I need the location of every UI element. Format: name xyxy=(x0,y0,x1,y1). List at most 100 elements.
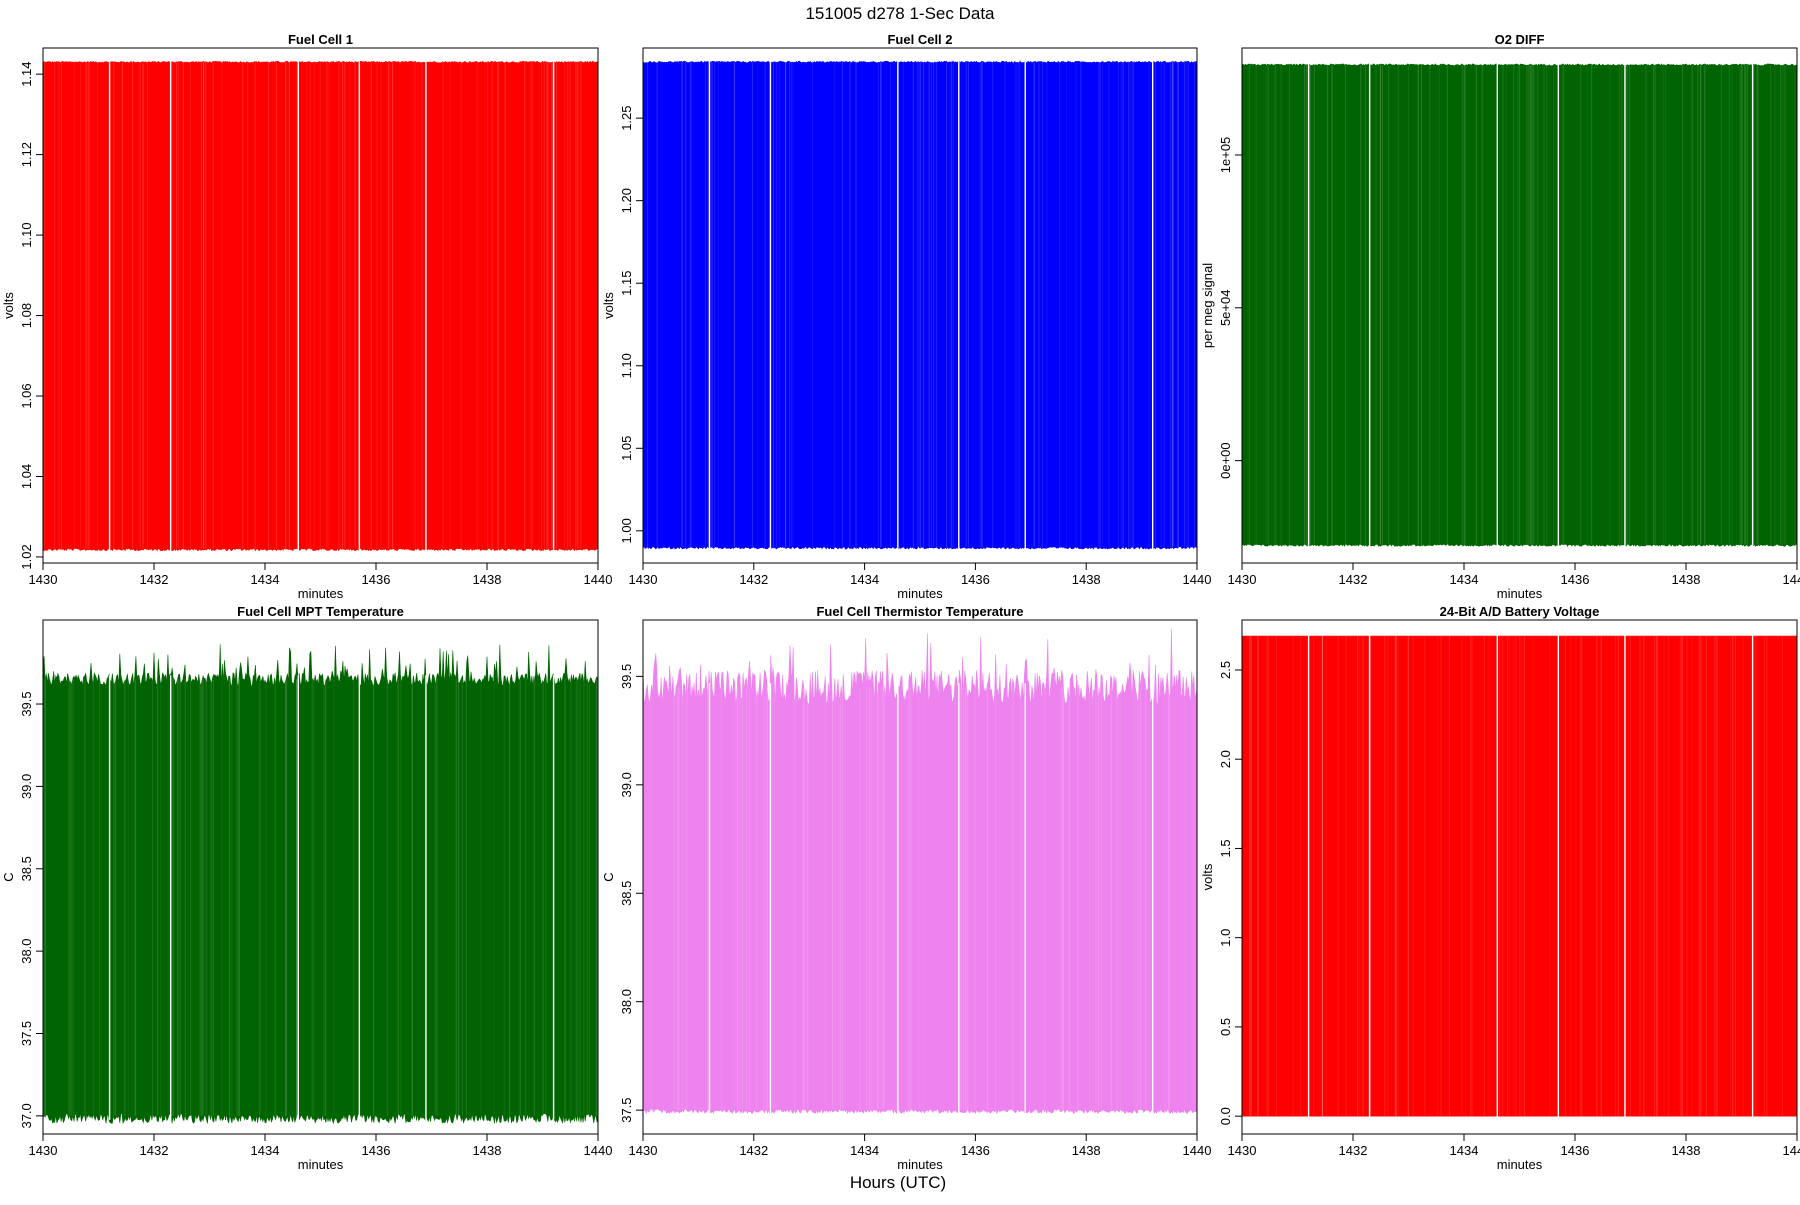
y-axis-fuel-cell-1: 1.02 1.04 1.06 1.08 1.10 1.12 1.14 xyxy=(19,61,43,570)
plot-frame-fuel-cell-thermistor-temperature xyxy=(642,619,1198,1135)
y-tick-label: 39.5 xyxy=(619,664,634,689)
series-texture-24-bit-a-d-battery-voltage xyxy=(1249,636,1783,1117)
x-tick-label: 1440 xyxy=(584,1143,613,1158)
x-tick-label: 1438 xyxy=(473,1143,502,1158)
x-tick-label: 1430 xyxy=(629,572,658,587)
x-axis-label-o2-diff: minutes xyxy=(1497,586,1543,601)
y-axis-label-fuel-cell-2: volts xyxy=(601,292,616,319)
plot-frame-24-bit-a-d-battery-voltage xyxy=(1241,619,1798,1135)
y-tick-label: 1.05 xyxy=(619,436,634,461)
y-tick-label: 38.0 xyxy=(619,989,634,1014)
panels: Fuel Cell 1 1430 1432 1434 1436 1438 1440 minut… xyxy=(1,32,1800,1172)
figure-title: 151005 d278 1-Sec Data xyxy=(805,4,995,23)
y-tick-label: 1.14 xyxy=(19,61,34,86)
x-tick-label: 1436 xyxy=(1561,572,1590,587)
panel-fuel-cell-thermistor-temperature: Fuel Cell Thermistor Temperature 1430 1432… xyxy=(601,604,1211,1172)
y-tick-label: 2.5 xyxy=(1218,661,1233,679)
x-axis-label-24-bit-a-d-battery-voltage: minutes xyxy=(1497,1157,1543,1172)
x-tick-label: 1432 xyxy=(1339,572,1368,587)
data-series-fuel-cell-thermistor-temperature xyxy=(642,628,1198,1115)
y-tick-label: 0.5 xyxy=(1218,1018,1233,1036)
x-axis-fuel-cell-thermistor-temperature: 1430 1432 1434 1436 1438 1440 xyxy=(629,1134,1212,1158)
x-tick-label: 1438 xyxy=(1672,1143,1701,1158)
x-tick-label: 1440 xyxy=(1183,572,1212,587)
series-texture-fuel-cell-1 xyxy=(44,62,582,549)
x-tick-label: 1434 xyxy=(251,1143,280,1158)
data-series-fuel-cell-2 xyxy=(642,60,1198,550)
y-tick-label: 39.5 xyxy=(19,691,34,716)
x-tick-label: 1434 xyxy=(850,572,879,587)
plot-frame-o2-diff xyxy=(1241,47,1798,564)
x-tick-label: 1432 xyxy=(1339,1143,1368,1158)
x-tick-label: 1440 xyxy=(1183,1143,1212,1158)
y-tick-label: 1e+05 xyxy=(1218,137,1233,174)
y-tick-label: 1.06 xyxy=(19,383,34,408)
x-tick-label: 1432 xyxy=(140,572,169,587)
x-tick-label: 1430 xyxy=(629,1143,658,1158)
y-tick-label: 1.20 xyxy=(619,188,634,213)
y-tick-label: 1.02 xyxy=(19,544,34,569)
panel-24-bit-a-d-battery-voltage: 24-Bit A/D Battery Voltage 1430 1432 1434 14… xyxy=(1200,604,1800,1172)
x-tick-label: 1434 xyxy=(1450,1143,1479,1158)
y-tick-label: 37.0 xyxy=(19,1103,34,1128)
panel-title-fuel-cell-2: Fuel Cell 2 xyxy=(887,32,952,47)
x-tick-label: 1436 xyxy=(362,1143,391,1158)
x-tick-label: 1438 xyxy=(1672,572,1701,587)
x-axis-24-bit-a-d-battery-voltage: 1430 1432 1434 1436 1438 1440 xyxy=(1228,1134,1800,1158)
y-tick-label: 5e+04 xyxy=(1218,290,1233,327)
panel-title-fuel-cell-thermistor-temperature: Fuel Cell Thermistor Temperature xyxy=(816,604,1023,619)
panel-fuel-cell-2: Fuel Cell 2 1430 1432 1434 1436 1438 1440 minut… xyxy=(601,32,1211,601)
x-tick-label: 1430 xyxy=(1228,1143,1257,1158)
x-tick-label: 1430 xyxy=(1228,572,1257,587)
series-texture-fuel-cell-2 xyxy=(647,62,1196,548)
y-tick-label: 1.10 xyxy=(19,222,34,247)
y-axis-label-fuel-cell-1: volts xyxy=(1,292,16,319)
x-tick-label: 1434 xyxy=(251,572,280,587)
y-axis-fuel-cell-mpt-temperature: 37.0 37.5 38.0 38.5 39.0 39.5 xyxy=(19,691,43,1129)
y-axis-label-o2-diff: per meg signal xyxy=(1200,263,1215,348)
x-axis-fuel-cell-2: 1430 1432 1434 1436 1438 1440 xyxy=(629,563,1212,587)
y-axis-fuel-cell-2: 1.00 1.05 1.10 1.15 1.20 1.25 xyxy=(619,105,643,543)
x-tick-label: 1438 xyxy=(473,572,502,587)
x-tick-label: 1434 xyxy=(850,1143,879,1158)
x-tick-label: 1436 xyxy=(961,1143,990,1158)
y-tick-label: 1.08 xyxy=(19,303,34,328)
x-tick-label: 1436 xyxy=(362,572,391,587)
panel-title-24-bit-a-d-battery-voltage: 24-Bit A/D Battery Voltage xyxy=(1440,604,1600,619)
y-tick-label: 1.10 xyxy=(619,353,634,378)
data-series-fuel-cell-mpt-temperature xyxy=(42,644,599,1125)
y-tick-label: 0e+00 xyxy=(1218,442,1233,479)
y-tick-label: 38.0 xyxy=(19,938,34,963)
y-tick-label: 1.00 xyxy=(619,518,634,543)
y-tick-label: 1.0 xyxy=(1218,929,1233,947)
series-texture-o2-diff xyxy=(1248,64,1796,545)
y-tick-label: 39.0 xyxy=(19,774,34,799)
y-tick-label: 39.0 xyxy=(619,772,634,797)
x-tick-label: 1436 xyxy=(961,572,990,587)
y-tick-label: 1.15 xyxy=(619,271,634,296)
y-tick-label: 1.04 xyxy=(19,464,34,489)
x-axis-label-fuel-cell-1: minutes xyxy=(298,586,344,601)
x-tick-label: 1440 xyxy=(1783,1143,1800,1158)
y-axis-label-fuel-cell-mpt-temperature: C xyxy=(1,872,16,881)
y-tick-label: 1.5 xyxy=(1218,839,1233,857)
x-axis-label-fuel-cell-2: minutes xyxy=(897,586,943,601)
y-tick-label: 1.12 xyxy=(19,142,34,167)
global-x-axis-label: Hours (UTC) xyxy=(850,1173,946,1192)
x-axis-label-fuel-cell-mpt-temperature: minutes xyxy=(298,1157,344,1172)
x-tick-label: 1438 xyxy=(1072,1143,1101,1158)
x-axis-fuel-cell-mpt-temperature: 1430 1432 1434 1436 1438 1440 xyxy=(29,1134,613,1158)
panel-fuel-cell-1: Fuel Cell 1 1430 1432 1434 1436 1438 1440 minut… xyxy=(1,32,612,601)
y-axis-o2-diff: 0e+00 5e+04 1e+05 xyxy=(1218,137,1242,479)
x-tick-label: 1432 xyxy=(739,1143,768,1158)
y-axis-24-bit-a-d-battery-voltage: 0.0 0.5 1.0 1.5 2.0 2.5 xyxy=(1218,661,1242,1125)
x-tick-label: 1432 xyxy=(739,572,768,587)
y-tick-label: 38.5 xyxy=(19,856,34,881)
plot-frame-fuel-cell-mpt-temperature xyxy=(42,619,599,1135)
x-axis-fuel-cell-1: 1430 1432 1434 1436 1438 1440 xyxy=(29,563,612,587)
x-axis-o2-diff: 1430 1432 1434 1436 1438 1440 xyxy=(1228,563,1800,587)
x-tick-label: 1430 xyxy=(29,1143,58,1158)
